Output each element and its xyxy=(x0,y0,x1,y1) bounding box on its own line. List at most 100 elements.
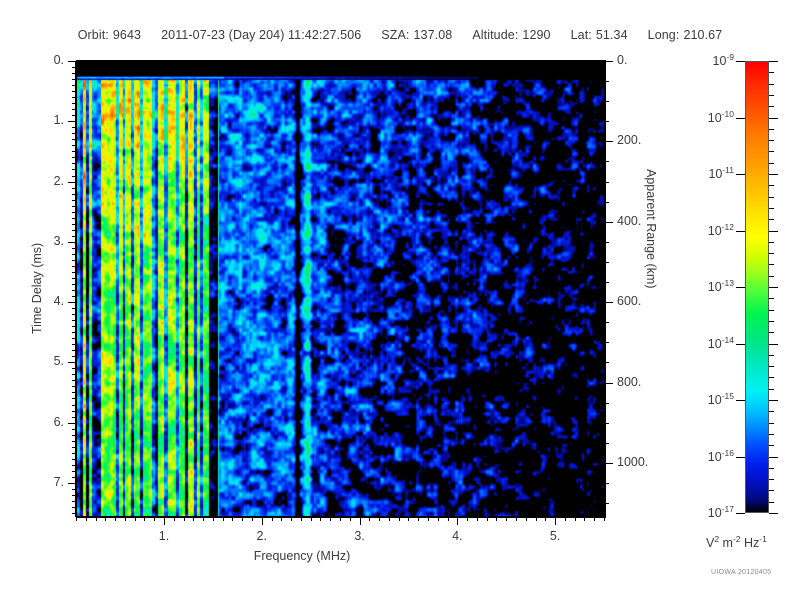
colorbar-gradient xyxy=(745,61,769,513)
colorbar-major-tick xyxy=(769,231,778,232)
y-axis-major-tick xyxy=(68,483,76,484)
y-axis-minor-tick xyxy=(72,163,76,164)
x-axis-minor-tick xyxy=(242,517,243,521)
colorbar-major-tick xyxy=(769,513,778,514)
x-axis-minor-tick xyxy=(545,517,546,521)
y-axis-tick-label: 7. xyxy=(53,474,64,489)
x-axis-minor-tick xyxy=(516,517,517,521)
y-axis-minor-tick xyxy=(72,459,76,460)
y2-axis-minor-tick xyxy=(605,322,609,323)
y-axis-minor-tick xyxy=(72,115,76,116)
x-axis-minor-tick xyxy=(252,517,253,521)
y-axis-minor-tick xyxy=(72,151,76,152)
y-axis-minor-tick xyxy=(72,495,76,496)
header-field-value: 2011-07-23 (Day 204) 11:42:27.506 xyxy=(161,28,362,42)
colorbar-tick-label: 10-13 xyxy=(707,278,734,295)
y-axis-minor-tick xyxy=(72,386,76,387)
colorbar-tick-label: 10-14 xyxy=(707,334,734,351)
colorbar-major-tick xyxy=(736,400,745,401)
y2-axis-minor-tick xyxy=(605,81,609,82)
colorbar-units-label: V2 m-2 Hz-1 xyxy=(706,534,767,551)
y2-axis-minor-tick xyxy=(605,362,609,363)
y-axis-major-tick xyxy=(68,61,76,62)
x-axis-minor-tick xyxy=(320,517,321,521)
y-axis-minor-tick xyxy=(72,447,76,448)
y-axis-minor-tick xyxy=(72,417,76,418)
y-axis-minor-tick xyxy=(72,109,76,110)
x-axis-minor-tick xyxy=(144,517,145,521)
y2-axis-minor-tick xyxy=(605,423,609,424)
colorbar-minor-tick xyxy=(769,389,774,390)
y-axis-minor-tick xyxy=(72,248,76,249)
x-axis-major-tick xyxy=(360,517,361,525)
colorbar-major-tick xyxy=(736,287,745,288)
colorbar-minor-tick xyxy=(769,468,774,469)
x-axis-minor-tick xyxy=(604,517,605,521)
y-axis-minor-tick xyxy=(72,308,76,309)
x-axis-minor-tick xyxy=(594,517,595,521)
header-metadata-bar: Orbit: 9643 2011-07-23 (Day 204) 11:42:27.… xyxy=(0,28,800,46)
y-axis-major-tick xyxy=(68,121,76,122)
axis-bottom-line xyxy=(76,516,606,517)
colorbar-major-tick xyxy=(769,457,778,458)
x-axis-minor-tick xyxy=(340,517,341,521)
y-axis-major-tick xyxy=(68,302,76,303)
y-axis-minor-tick xyxy=(72,133,76,134)
x-axis-minor-tick xyxy=(184,517,185,521)
x-axis-minor-tick xyxy=(584,517,585,521)
colorbar-minor-tick xyxy=(769,332,774,333)
y-axis-minor-tick xyxy=(72,127,76,128)
y-axis-minor-tick xyxy=(72,501,76,502)
colorbar-minor-tick xyxy=(769,445,774,446)
y-axis-minor-tick xyxy=(72,429,76,430)
y-axis-minor-tick xyxy=(72,260,76,261)
x-axis-minor-tick xyxy=(76,517,77,521)
header-field-value: 51.34 xyxy=(595,28,628,42)
axis-left-line xyxy=(75,61,76,517)
colorbar-tick-label: 10-10 xyxy=(707,108,734,125)
y2-axis-tick-label: 600. xyxy=(617,294,642,309)
y-axis-minor-tick xyxy=(72,435,76,436)
colorbar-minor-tick xyxy=(769,490,774,491)
x-axis-minor-tick xyxy=(281,517,282,521)
x-axis-minor-tick xyxy=(379,517,380,521)
y-axis-minor-tick xyxy=(72,350,76,351)
x-axis-tick-label: 5. xyxy=(549,529,561,543)
x-axis-major-tick xyxy=(262,517,263,525)
colorbar-minor-tick xyxy=(769,502,774,503)
x-axis-minor-tick xyxy=(193,517,194,521)
y-axis-tick-label: 5. xyxy=(53,354,64,369)
y-axis-minor-tick xyxy=(72,188,76,189)
y-axis-minor-tick xyxy=(72,145,76,146)
ionogram-plot-area xyxy=(76,61,606,518)
y-axis-minor-tick xyxy=(72,236,76,237)
header-field: Lat: 51.34 xyxy=(571,28,628,42)
colorbar-major-tick xyxy=(769,400,778,401)
colorbar-tick-label: 10-12 xyxy=(707,221,734,238)
colorbar-major-tick xyxy=(736,457,745,458)
y-axis-minor-tick xyxy=(72,465,76,466)
y-axis-minor-tick xyxy=(72,477,76,478)
y-axis-minor-tick xyxy=(72,230,76,231)
y-axis-minor-tick xyxy=(72,206,76,207)
y2-axis-tick-label: 800. xyxy=(617,374,642,389)
y2-axis-major-tick xyxy=(605,383,613,384)
y-axis-minor-tick xyxy=(72,489,76,490)
x-axis-minor-tick xyxy=(125,517,126,521)
y2-axis-minor-tick xyxy=(605,121,609,122)
y-axis-minor-tick xyxy=(72,176,76,177)
y-axis-minor-tick xyxy=(72,356,76,357)
y2-axis-minor-tick xyxy=(605,262,609,263)
x-axis-minor-tick xyxy=(86,517,87,521)
axis-right-line xyxy=(604,61,605,517)
x-axis-minor-tick xyxy=(330,517,331,521)
colorbar-major-tick xyxy=(736,231,745,232)
y-axis-minor-tick xyxy=(72,200,76,201)
y2-axis-minor-tick xyxy=(605,161,609,162)
x-axis-minor-tick xyxy=(506,517,507,521)
y-axis-minor-tick xyxy=(72,73,76,74)
x-axis-title: Frequency (MHz) xyxy=(253,549,351,563)
colorbar-minor-tick xyxy=(769,106,774,107)
y2-axis-tick-label: 0. xyxy=(617,53,628,67)
x-axis-minor-tick xyxy=(311,517,312,521)
